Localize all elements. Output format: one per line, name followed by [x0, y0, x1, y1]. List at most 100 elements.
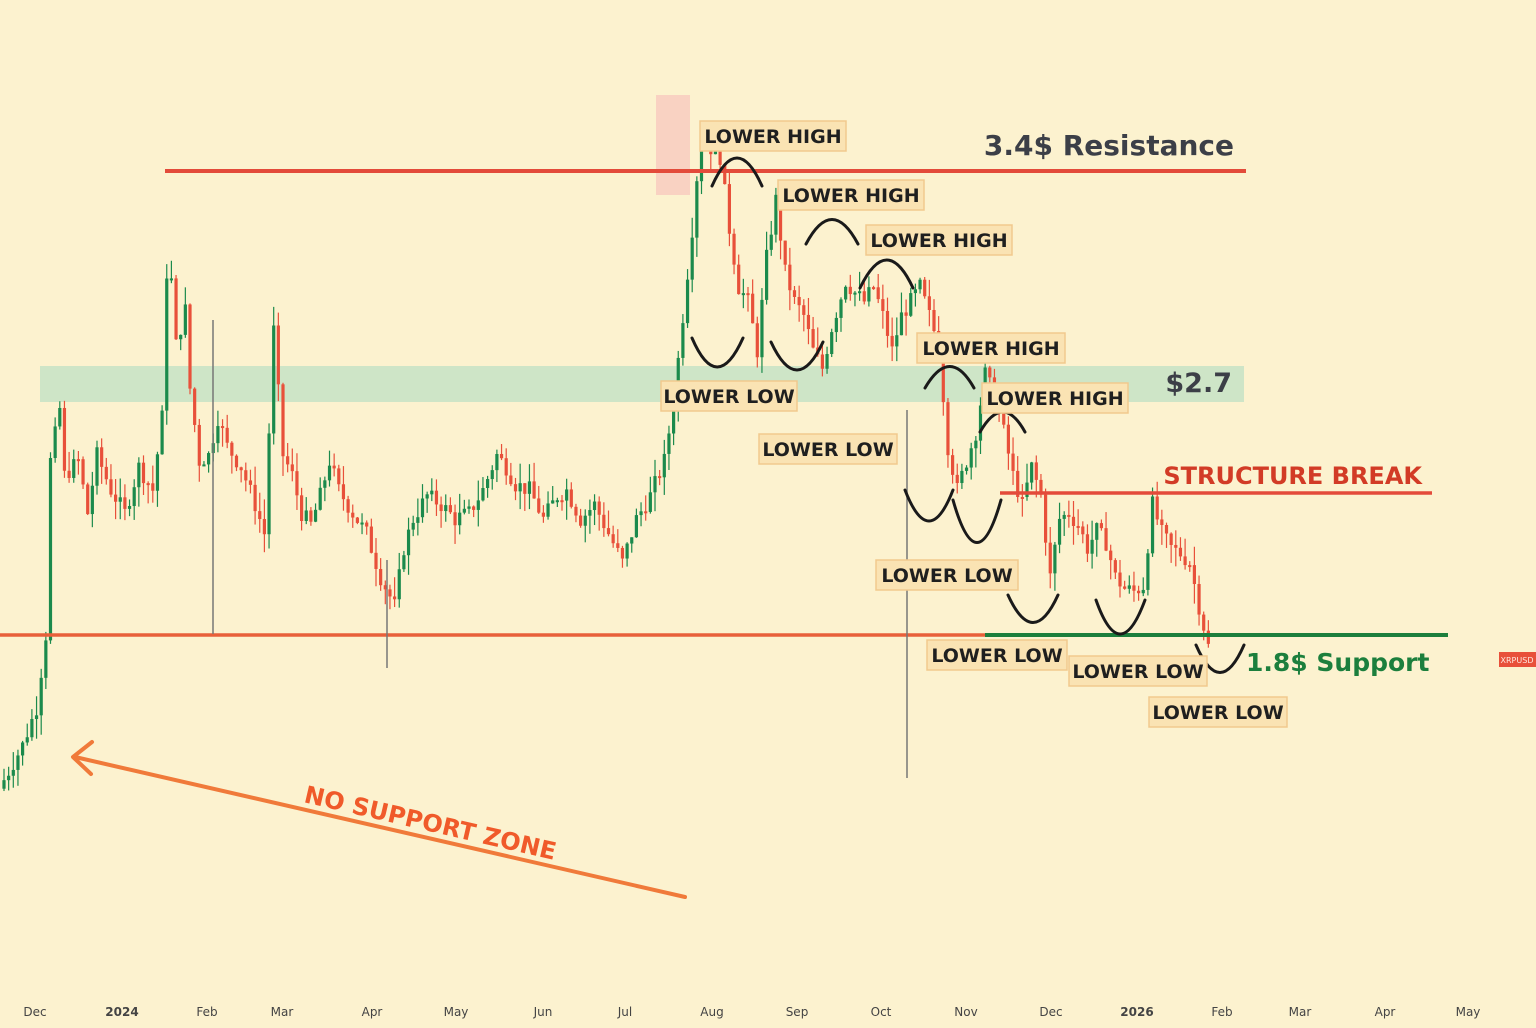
lower-high-arc — [858, 258, 915, 290]
candle-body — [778, 194, 783, 241]
candle-body — [672, 408, 676, 434]
candle-body — [834, 317, 838, 333]
candle-body — [313, 509, 318, 522]
candle-body — [439, 504, 443, 512]
x-axis-tick-label: May — [1456, 1005, 1481, 1019]
candle-body — [21, 742, 25, 756]
lower-high-arc — [923, 365, 976, 390]
candle-body — [369, 526, 373, 553]
candle-body — [611, 534, 615, 544]
candle-body — [951, 455, 955, 475]
candle-body — [1118, 572, 1122, 587]
candle-body — [434, 490, 439, 505]
candle-body — [699, 140, 704, 182]
candle-body — [141, 462, 146, 484]
candle-body — [513, 484, 518, 492]
candle-body — [760, 299, 764, 358]
x-axis-tick-label: Jun — [533, 1005, 553, 1019]
candle-body — [1030, 462, 1034, 483]
candle-body — [1183, 556, 1187, 566]
candle-body — [988, 367, 992, 378]
candle-body — [100, 447, 104, 467]
candle-body — [797, 296, 801, 306]
candle-body — [648, 492, 652, 512]
candle-body — [1099, 523, 1103, 529]
candle-body — [769, 234, 773, 250]
candle-body — [109, 479, 113, 495]
label-lower-low-1: LOWER LOW — [660, 380, 798, 412]
candle-body — [592, 501, 597, 511]
resistance-label: 3.4$ Resistance — [984, 129, 1234, 162]
candle-body — [1150, 496, 1155, 554]
label-text: LOWER LOW — [762, 439, 893, 461]
candle-body — [1137, 590, 1141, 594]
candle-body — [1085, 534, 1090, 554]
candle-body — [332, 465, 336, 469]
x-axis-tick-label: Feb — [196, 1005, 217, 1019]
candle-body — [104, 466, 108, 480]
candle-body — [11, 769, 15, 776]
lower-low-arc — [1194, 643, 1246, 674]
candle-body — [737, 264, 741, 295]
candle-body — [323, 480, 327, 488]
candle-body — [411, 522, 415, 530]
peak-highlight — [656, 95, 690, 195]
candle-body — [48, 458, 53, 641]
candle-body — [1053, 544, 1057, 574]
candle-body — [653, 476, 657, 493]
candle-body — [1164, 524, 1169, 534]
x-axis-tick-label: Mar — [271, 1005, 294, 1019]
candle-body — [132, 487, 136, 507]
candle-body — [290, 464, 294, 472]
candle-body — [179, 334, 183, 340]
candle-body — [1155, 496, 1159, 520]
label-lower-high-1: LOWER HIGH — [699, 120, 847, 152]
candle-body — [523, 483, 527, 494]
candle-body — [365, 522, 369, 527]
candle-body — [355, 517, 359, 523]
candle-body — [379, 568, 383, 586]
candle-body — [216, 426, 220, 444]
candle-body — [1062, 514, 1066, 519]
candle-body — [174, 278, 178, 340]
candle-body — [1188, 565, 1192, 568]
candle-body — [885, 310, 890, 336]
candle-body — [300, 495, 304, 521]
candle-body — [820, 354, 824, 369]
candle-body — [1202, 614, 1206, 631]
candle-body — [258, 511, 262, 520]
candle-body — [964, 467, 969, 471]
label-lower-high-5: LOWER HIGH — [981, 382, 1129, 414]
candle-body — [30, 719, 34, 738]
price-tag-text: XRPUSD — [1501, 656, 1534, 665]
candle-body — [844, 286, 848, 300]
candle-body — [1192, 565, 1196, 585]
candle-body — [44, 640, 48, 678]
candle-body — [1002, 413, 1006, 425]
candle-body — [765, 249, 769, 300]
candle-body — [839, 299, 843, 318]
candle-body — [72, 459, 76, 478]
candle-body — [406, 529, 411, 556]
label-text: LOWER HIGH — [782, 185, 919, 207]
candle-body — [1206, 630, 1210, 644]
candle-body — [876, 287, 880, 300]
candle-body — [202, 464, 206, 467]
candle-body — [374, 552, 378, 569]
label-text: LOWER HIGH — [922, 338, 1059, 360]
label-text: LOWER LOW — [1072, 661, 1203, 683]
candle-body — [1113, 560, 1117, 573]
candle-body — [393, 596, 397, 600]
candle-body — [123, 497, 127, 509]
label-text: LOWER HIGH — [986, 388, 1123, 410]
candle-body — [848, 286, 852, 295]
candle-body — [137, 462, 141, 488]
candle-body — [918, 279, 922, 290]
candle-body — [867, 287, 871, 302]
candle-body — [7, 775, 11, 781]
candle-body — [160, 410, 164, 455]
lower-low-arc — [951, 498, 1003, 544]
candle-body — [630, 537, 634, 544]
